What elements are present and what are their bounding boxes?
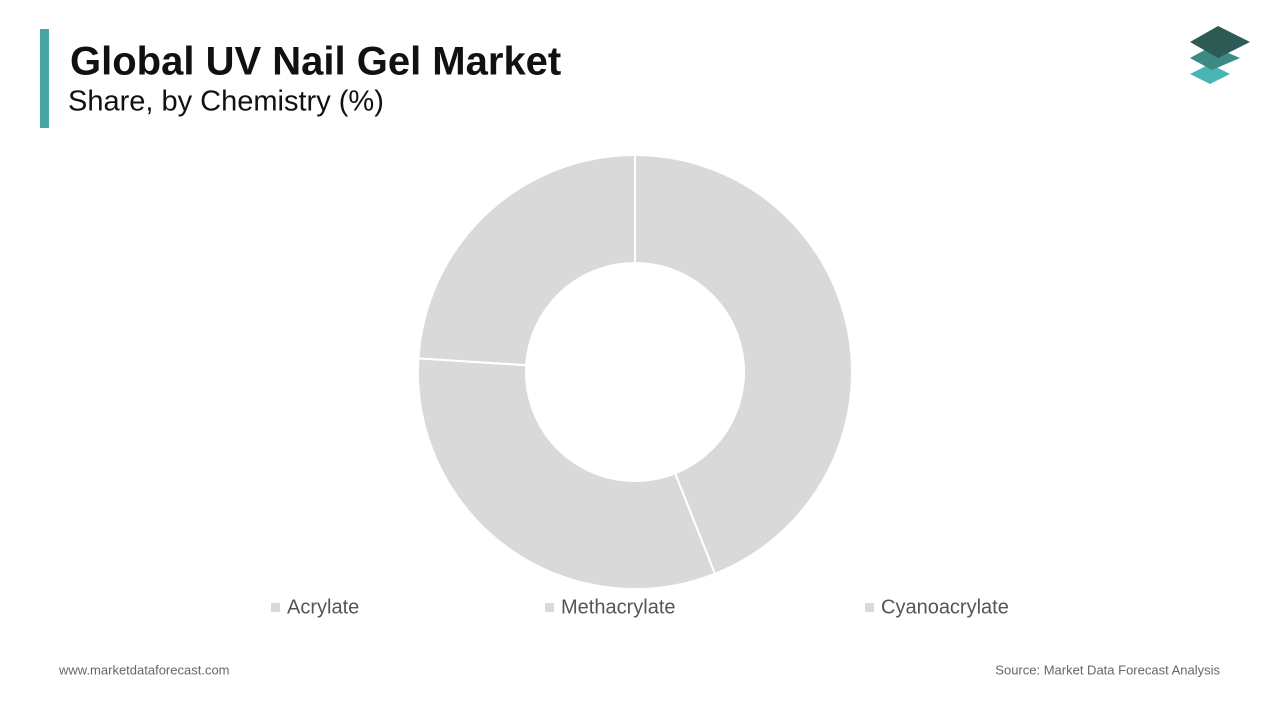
chart-title: Global UV Nail Gel Market <box>70 40 561 84</box>
website: www.marketdataforecast.com <box>58 662 230 677</box>
logo <box>1190 26 1250 84</box>
slice <box>634 153 853 576</box>
source: Source: Market Data Forecast Analysis <box>995 662 1220 677</box>
legend-swatch <box>271 603 280 612</box>
legend-swatch <box>545 603 554 612</box>
legend-label: Cyanoacrylate <box>881 596 1009 618</box>
chart-subtitle: Share, by Chemistry (%) <box>68 86 384 118</box>
legend-label: Methacrylate <box>561 596 676 618</box>
slice <box>417 357 717 590</box>
slice <box>417 153 636 367</box>
legend-label: Acrylate <box>287 596 359 618</box>
legend-swatch <box>865 603 874 612</box>
title-bar <box>40 29 49 128</box>
